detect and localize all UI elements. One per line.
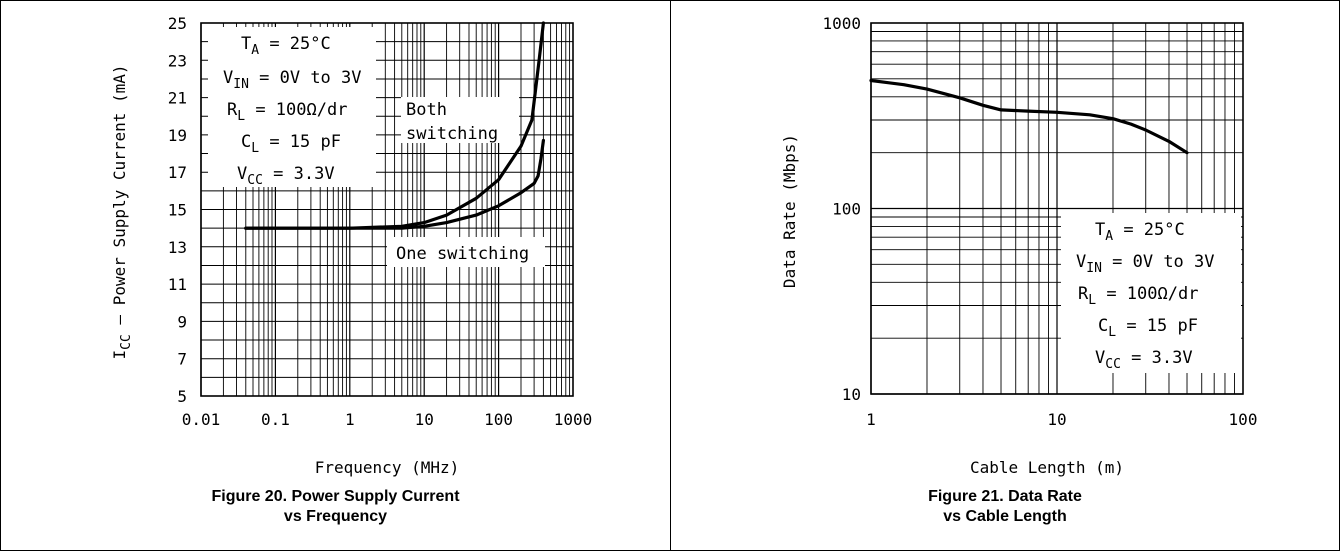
x-tick-label: 10 xyxy=(415,410,434,429)
annotation-ta-part: = 25°C xyxy=(1113,220,1185,240)
annotation-rl-part: L xyxy=(1088,293,1096,308)
annotation-vin-part: = 0V to 3V xyxy=(1102,252,1215,272)
chart-power-supply-current: 5 7 9 11 13 15 17 19 21 23 25 0.01 0.1 1 10 100 1000 Freq… xyxy=(110,14,593,477)
annotation-vcc: VCC = 3.3V xyxy=(1095,348,1193,372)
both-switching-label-box xyxy=(401,97,519,143)
figure-21-caption-line1: Figure 21. Data Rate xyxy=(928,488,1082,505)
x-tick-label: 100 xyxy=(1229,410,1258,429)
y-tick-label: 11 xyxy=(168,275,187,294)
annotation-vin-part: V xyxy=(223,68,233,88)
plot-frame xyxy=(870,22,1244,395)
annotation-vin-part: = 0V to 3V xyxy=(249,68,362,88)
annotation-ta-part: = 25°C xyxy=(259,34,331,54)
figure-21-caption: Figure 21. Data Rate vs Cable Length xyxy=(671,487,1339,527)
plot-frame xyxy=(200,22,574,397)
y-axis-label: ICC – Power Supply Current (mA) xyxy=(110,64,134,359)
conditions-box xyxy=(208,27,376,187)
y-tick-label: 9 xyxy=(177,312,187,331)
annotation-cl-part: C xyxy=(1098,316,1108,336)
y-tick-label: 25 xyxy=(168,14,187,33)
x-tick-label: 1000 xyxy=(554,410,593,429)
y-tick-label: 19 xyxy=(168,126,187,145)
y-tick-label: 17 xyxy=(168,163,187,182)
annotation-vcc-part: = 3.3V xyxy=(1121,348,1193,368)
annotation-vcc: VCC = 3.3V xyxy=(237,164,335,188)
annotation-cl-part: L xyxy=(1108,325,1116,340)
x-axis-label: Cable Length (m) xyxy=(970,458,1124,477)
annotation-one-part: One switching xyxy=(396,244,529,264)
x-tick-label: 0.01 xyxy=(182,410,221,429)
annotation-vcc-part: = 3.3V xyxy=(263,164,335,184)
annotation-vcc-part: CC xyxy=(247,173,263,188)
y-tick-label: 100 xyxy=(832,200,861,219)
y-tick-label: 23 xyxy=(168,51,187,70)
y-tick-label: 5 xyxy=(177,387,187,406)
y-tick-label: 15 xyxy=(168,201,187,220)
annotation-ta-part: A xyxy=(1105,229,1113,244)
annotation-vin-part: IN xyxy=(1086,261,1102,276)
y-axis-label: Data Rate (Mbps) xyxy=(780,134,799,288)
annotation-both1-part: Both xyxy=(406,100,447,120)
y-tick-label: 7 xyxy=(177,350,187,369)
chart-data-rate: 10 100 1000 1 10 100 Cable Length (m) Data Rate… xyxy=(780,14,1258,477)
annotation-vin: VIN = 0V to 3V xyxy=(1076,252,1215,276)
x-axis-label: Frequency (MHz) xyxy=(315,458,460,477)
x-tick-label: 100 xyxy=(484,410,513,429)
annotation-vcc-part: CC xyxy=(1105,357,1121,372)
figure-20-caption-line2: vs Frequency xyxy=(283,508,388,525)
annotation-both2: switching xyxy=(406,124,498,144)
annotation-ta-part: T xyxy=(241,34,251,54)
y-tick-label: 10 xyxy=(842,385,861,404)
x-tick-label: 10 xyxy=(1047,410,1066,429)
annotation-ta-part: A xyxy=(251,43,259,58)
y-tick-label: 21 xyxy=(168,89,187,108)
annotation-cl-part: = 15 pF xyxy=(1116,316,1198,336)
annotation-vin-part: IN xyxy=(233,77,249,92)
y-tick-label: 13 xyxy=(168,238,187,257)
annotation-one: One switching xyxy=(396,244,529,264)
chart-panel-power-supply-current: 5 7 9 11 13 15 17 19 21 23 25 0.01 0.1 1 10 100 1000 Freq… xyxy=(0,0,671,551)
annotation-cl-part: C xyxy=(241,132,251,152)
annotation-cl: CL = 15 pF xyxy=(1098,316,1198,340)
annotation-rl-part: R xyxy=(227,100,238,120)
annotation-both1: Both xyxy=(406,100,447,120)
annotation-rl-part: = 100Ω/dr xyxy=(1096,284,1198,304)
annotation-rl-part: R xyxy=(1078,284,1089,304)
one-switching-label-box xyxy=(387,237,545,267)
series-line-one-switching xyxy=(244,138,545,230)
annotation-vin-part: V xyxy=(1076,252,1086,272)
series-line-data-rate xyxy=(869,78,1189,155)
annotation-cl-part: L xyxy=(251,141,259,156)
annotation-rl: RL = 100Ω/dr xyxy=(1078,284,1198,308)
annotation-rl: RL = 100Ω/dr xyxy=(227,100,347,124)
y-axis-label-part: – Power Supply Current (mA) xyxy=(110,64,129,334)
conditions-box xyxy=(1061,213,1241,373)
y-tick-label: 1000 xyxy=(822,14,861,33)
annotation-rl-part: = 100Ω/dr xyxy=(245,100,347,120)
annotation-rl-part: L xyxy=(237,109,245,124)
annotation-ta-part: T xyxy=(1095,220,1105,240)
annotation-ta: TA = 25°C xyxy=(241,34,331,58)
annotation-cl-part: = 15 pF xyxy=(259,132,341,152)
annotation-both2-part: switching xyxy=(406,124,498,144)
chart-panel-data-rate: 10 100 1000 1 10 100 Cable Length (m) Data Rate… xyxy=(670,0,1340,551)
annotation-vin: VIN = 0V to 3V xyxy=(223,68,362,92)
y-axis-label-part: I xyxy=(110,350,129,360)
annotation-vcc-part: V xyxy=(237,164,247,184)
x-tick-label: 0.1 xyxy=(261,410,290,429)
y-axis-label-part: CC xyxy=(119,334,134,350)
annotation-ta: TA = 25°C xyxy=(1095,220,1185,244)
figure-21-caption-line2: vs Cable Length xyxy=(943,508,1067,525)
figure-20-caption: Figure 20. Power Supply Current vs Frequ… xyxy=(1,487,670,527)
annotation-vcc-part: V xyxy=(1095,348,1105,368)
x-tick-label: 1 xyxy=(345,410,355,429)
figure-20-caption-line1: Figure 20. Power Supply Current xyxy=(211,488,460,505)
annotation-cl: CL = 15 pF xyxy=(241,132,341,156)
x-tick-label: 1 xyxy=(866,410,876,429)
